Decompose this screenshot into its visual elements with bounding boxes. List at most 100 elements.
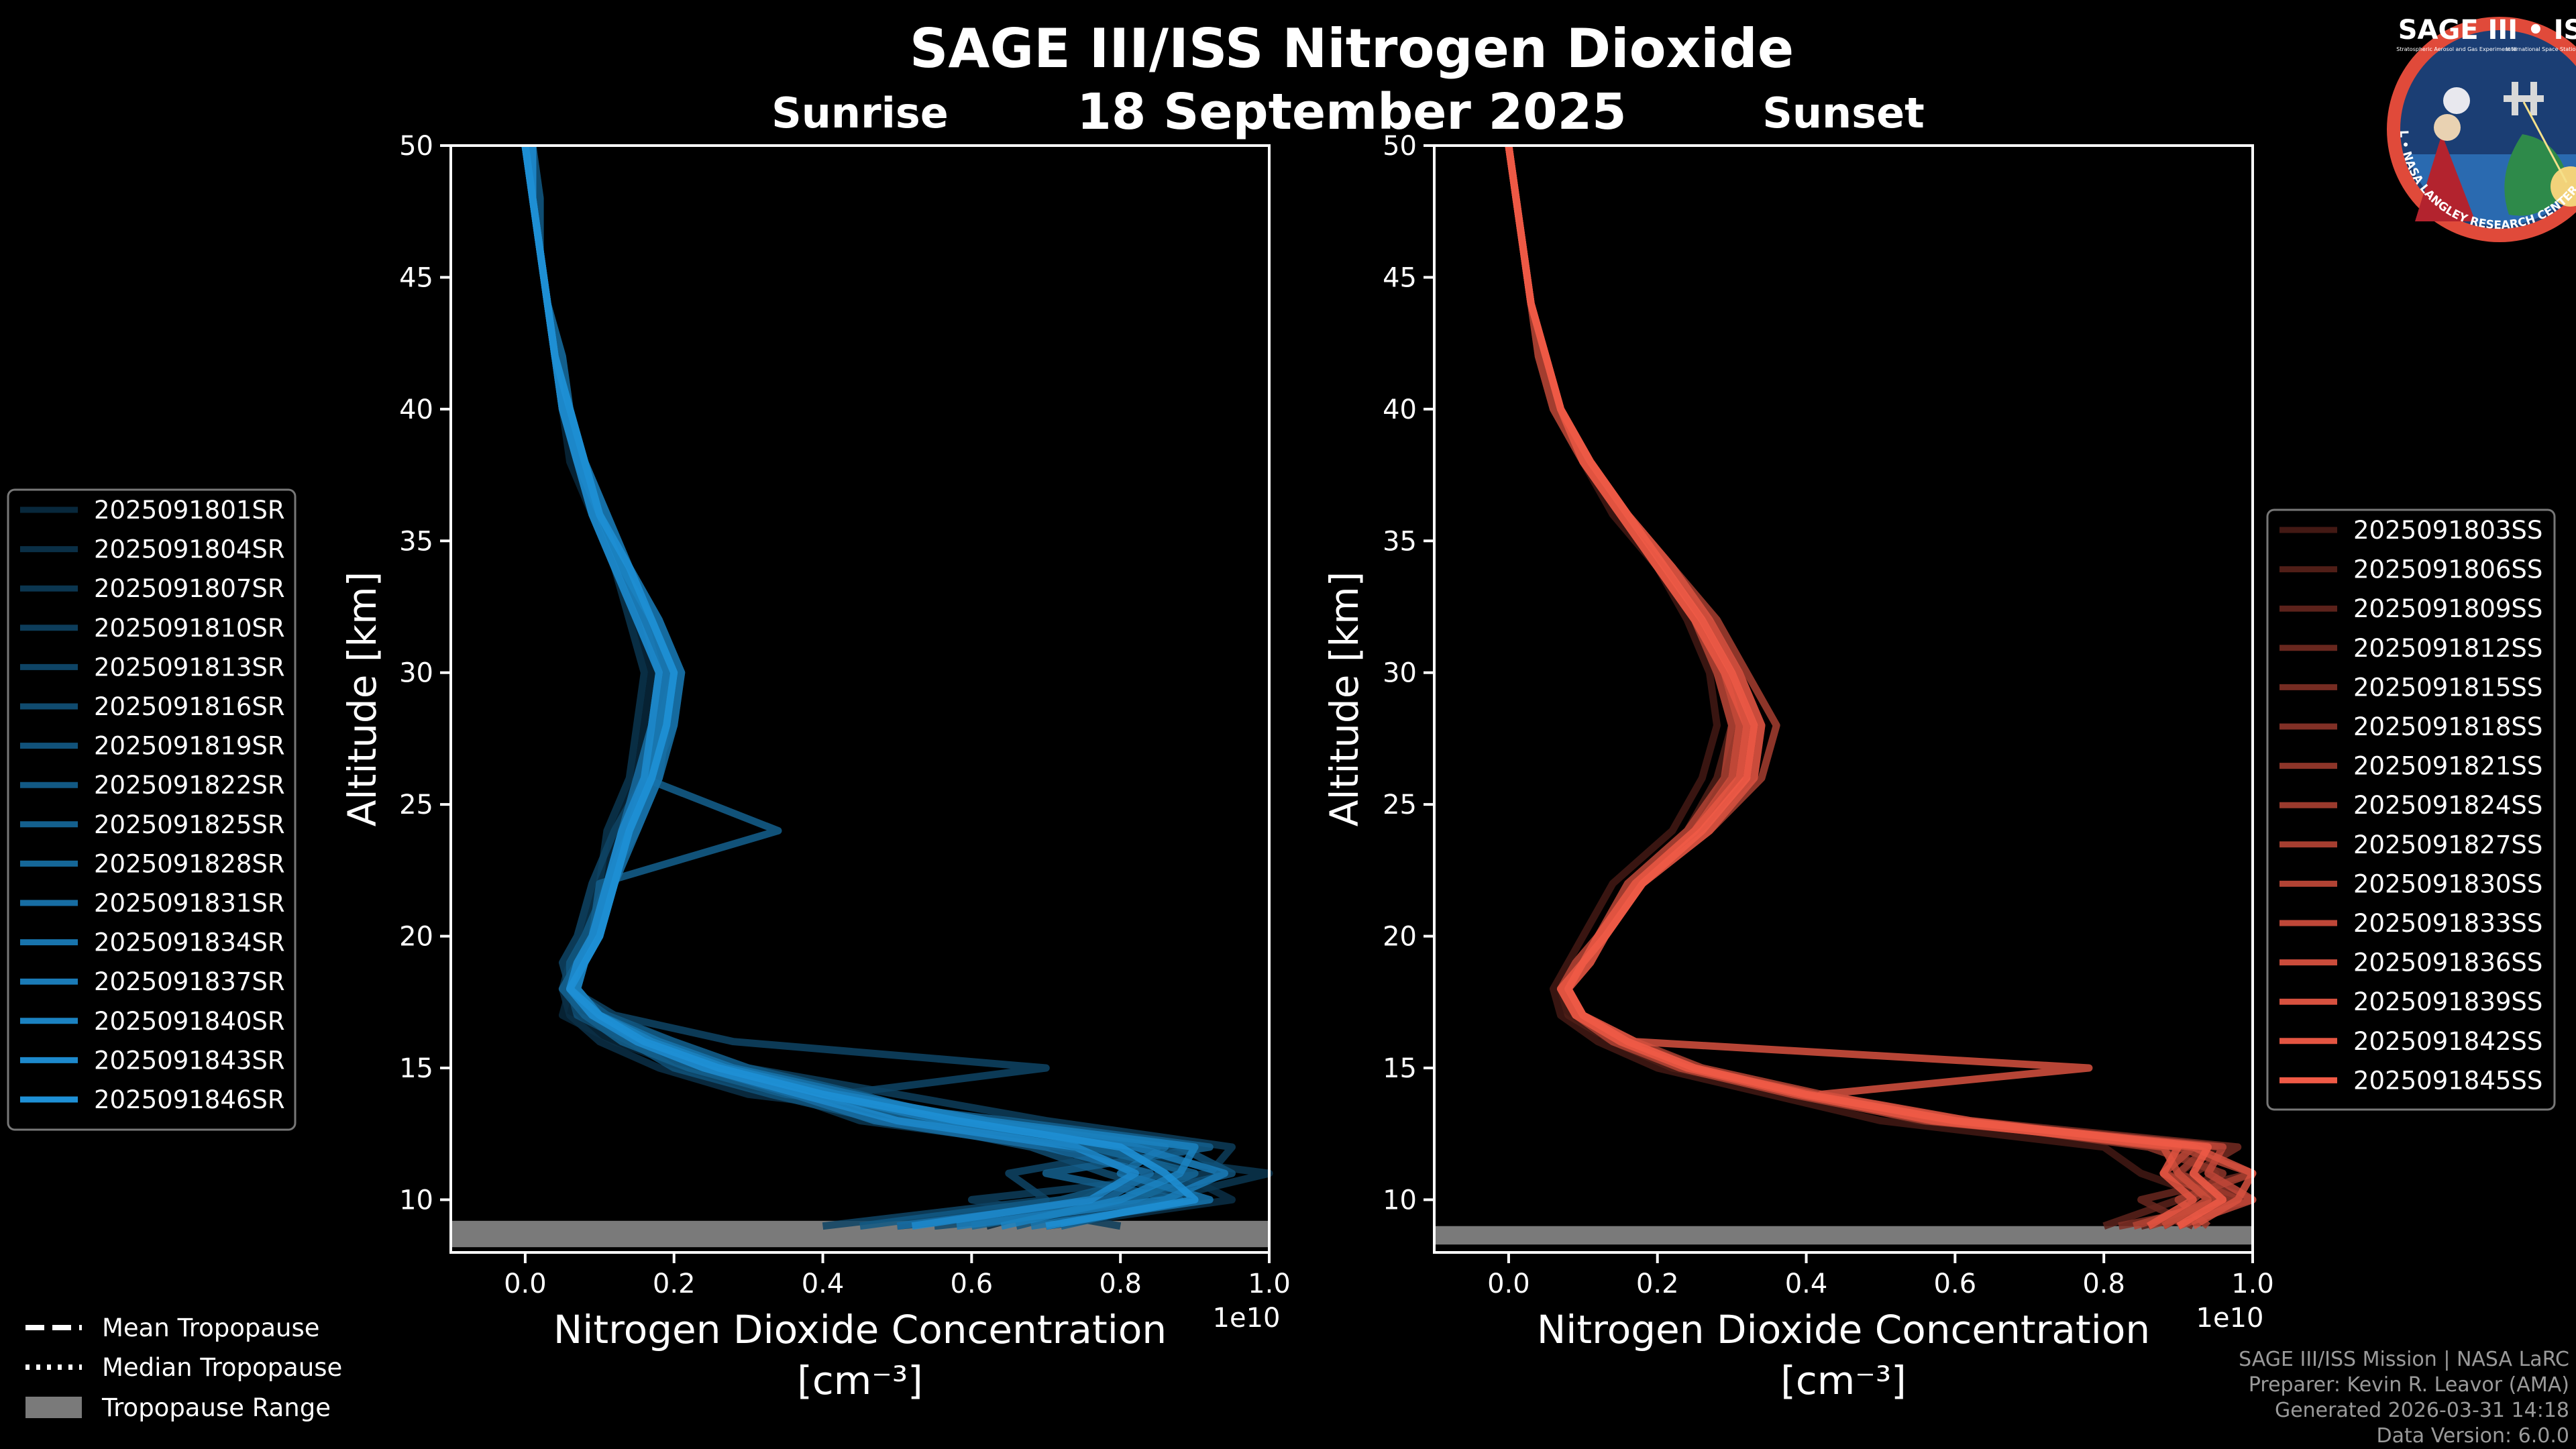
sunset-legend-label: 2025091845SS (2353, 1066, 2542, 1095)
sunrise-y-tick-label: 45 (399, 262, 433, 293)
sunset-legend-label: 2025091821SS (2353, 752, 2542, 781)
sunrise-y-tick-label: 15 (399, 1053, 433, 1084)
sunset-x-tick-label: 0.4 (1785, 1269, 1828, 1299)
credit-data-version: Data Version: 6.0.0 (2377, 1424, 2569, 1448)
badge-light-beam (2522, 101, 2568, 183)
figure-date: 18 September 2025 (1077, 83, 1626, 141)
sunrise-y-tick-label: 25 (399, 790, 433, 820)
sunrise-legend-label: 2025091822SR (94, 771, 285, 800)
sunset-legend-label: 2025091824SS (2353, 791, 2542, 820)
sunset-x-ticks: 0.0 0.2 0.4 0.6 0.8 1.0 (1487, 1252, 2274, 1299)
sunset-legend-label: 2025091836SS (2353, 949, 2542, 977)
sunrise-legend-label: 2025091828SR (94, 849, 285, 878)
sunrise-legend-label: 2025091819SR (94, 732, 285, 761)
credit-generated: Generated 2026-03-31 14:18 (2275, 1399, 2569, 1422)
sunset-tropopause-layer (1434, 1226, 2253, 1245)
sunrise-x-tick-label: 0.6 (951, 1269, 994, 1299)
tropopause-legend: Mean Tropopause Median Tropopause Tropop… (25, 1313, 342, 1422)
sunrise-legend-label: 2025091807SR (94, 574, 285, 603)
sunrise-y-tick-label: 30 (399, 658, 433, 689)
sunrise-y-tick-label: 10 (399, 1185, 433, 1216)
sunset-y-tick-label: 20 (1383, 922, 1417, 953)
sunrise-panel-title: Sunrise (771, 89, 949, 138)
sunrise-legend-label: 2025091816SR (94, 692, 285, 721)
sunset-legend-label: 2025091809SS (2353, 594, 2542, 623)
sunset-x-axis-label: Nitrogen Dioxide Concentration (1537, 1307, 2150, 1352)
sunset-panel-title: Sunset (1762, 89, 1925, 138)
sunset-profiles (1505, 145, 2257, 1230)
sunrise-legend-label: 2025091834SR (94, 928, 285, 957)
sunset-x-tick-label: 0.2 (1636, 1269, 1679, 1299)
sunset-y-tick-label: 10 (1383, 1185, 1417, 1216)
badge-station-panel-b (2530, 82, 2537, 115)
badge-figure-robe (2415, 134, 2475, 221)
sunset-y-tick-label: 15 (1383, 1053, 1417, 1084)
median-tropopause-label: Median Tropopause (102, 1353, 342, 1382)
sunrise-x-axis-units: [cm⁻³] (797, 1358, 923, 1403)
sunset-legend-label: 2025091818SS (2353, 712, 2542, 741)
sunrise-legend-label: 2025091843SR (94, 1046, 285, 1075)
tropopause-range-swatch (25, 1397, 82, 1418)
sunset-legend: 2025091803SS 2025091806SS 2025091809SS 2025… (2266, 508, 2556, 1111)
badge-station-text: International Space Station (2506, 46, 2576, 52)
sunrise-axes-background (451, 146, 1269, 1252)
figure-title: SAGE III/ISS Nitrogen Dioxide (910, 17, 1794, 80)
sunset-legend-label: 2025091830SS (2353, 869, 2542, 898)
mean-tropopause-label: Mean Tropopause (102, 1313, 320, 1342)
sunrise-y-tick-label: 50 (399, 131, 433, 162)
sunrise-legend-label: 2025091837SR (94, 967, 285, 996)
sunrise-x-axis-label: Nitrogen Dioxide Concentration (553, 1307, 1167, 1352)
badge-figure-head (2434, 114, 2461, 141)
sunrise-legend-label: 2025091840SR (94, 1007, 285, 1036)
badge-station-panel-a (2512, 82, 2518, 115)
sunrise-legend-label: 2025091846SR (94, 1085, 285, 1114)
sunset-legend-label: 2025091842SS (2353, 1027, 2542, 1056)
badge-moon (2443, 87, 2470, 114)
sunset-legend-label: 2025091806SS (2353, 555, 2542, 584)
sunrise-legend-label: 2025091801SR (94, 496, 285, 525)
sunrise-y-ticks: 10 15 20 25 30 35 40 45 50 (399, 131, 451, 1216)
sunset-x-tick-label: 0.6 (1934, 1269, 1977, 1299)
sunset-y-tick-label: 30 (1383, 658, 1417, 689)
sunrise-legend-label: 2025091813SR (94, 653, 285, 682)
sunset-x-scale-label: 1e10 (2196, 1303, 2264, 1334)
sunset-legend-box (2266, 508, 2556, 1111)
sunrise-x-ticks: 0.0 0.2 0.4 0.6 0.8 1.0 (504, 1252, 1291, 1299)
sunset-legend-label: 2025091839SS (2353, 987, 2542, 1016)
sunset-axes-frame (1433, 144, 2254, 1254)
sunrise-legend-box (7, 488, 297, 1131)
badge-subtitle: Stratospheric Aerosol and Gas Experiment… (2396, 46, 2516, 52)
sunset-plot-area: 0.0 0.2 0.4 0.6 0.8 1.0 10 15 20 25 30 35 40 45 50 1e… (1322, 131, 2274, 1403)
sunrise-x-tick-label: 0.4 (802, 1269, 845, 1299)
sunrise-legend: 2025091801SR 2025091804SR 2025091807SR 2025… (7, 488, 297, 1131)
sunrise-legend-label: 2025091825SR (94, 810, 285, 839)
sunset-legend-label: 2025091827SS (2353, 830, 2542, 859)
sunset-legend-label: 2025091812SS (2353, 634, 2542, 663)
sunrise-y-axis-label: Altitude [km] (339, 572, 385, 826)
sunrise-profiles (521, 145, 1273, 1230)
sunset-x-tick-label: 0.0 (1487, 1269, 1530, 1299)
sunset-axes-background (1434, 146, 2253, 1252)
badge-sun (2551, 166, 2576, 207)
credit-mission: SAGE III/ISS Mission | NASA LaRC (2239, 1348, 2569, 1371)
sunset-x-axis-units: [cm⁻³] (1780, 1358, 1907, 1403)
credits: SAGE III/ISS Mission | NASA LaRC Prepare… (2239, 1348, 2569, 1448)
sunset-legend-label: 2025091803SS (2353, 516, 2542, 545)
sunset-legend-label: 2025091815SS (2353, 673, 2542, 702)
sunrise-x-tick-label: 0.0 (504, 1269, 547, 1299)
sunset-y-tick-label: 35 (1383, 526, 1417, 557)
badge-station-truss (2504, 95, 2544, 102)
sunrise-y-tick-label: 35 (399, 526, 433, 557)
sunset-y-tick-label: 45 (1383, 262, 1417, 293)
sunrise-legend-label: 2025091810SR (94, 614, 285, 643)
sunrise-axes-frame (449, 144, 1271, 1254)
sunrise-x-scale-label: 1e10 (1213, 1303, 1281, 1334)
sunrise-y-tick-label: 40 (399, 394, 433, 425)
sunset-y-tick-label: 40 (1383, 394, 1417, 425)
sunset-y-ticks: 10 15 20 25 30 35 40 45 50 (1383, 131, 1434, 1216)
sunrise-plot-area: 0.0 0.2 0.4 0.6 0.8 1.0 10 15 20 25 30 35 40 45 50 1e… (339, 131, 1291, 1403)
sunrise-y-tick-label: 20 (399, 922, 433, 953)
badge-title: SAGE III • ISS (2398, 15, 2576, 46)
sunrise-x-tick-label: 0.2 (653, 1269, 696, 1299)
